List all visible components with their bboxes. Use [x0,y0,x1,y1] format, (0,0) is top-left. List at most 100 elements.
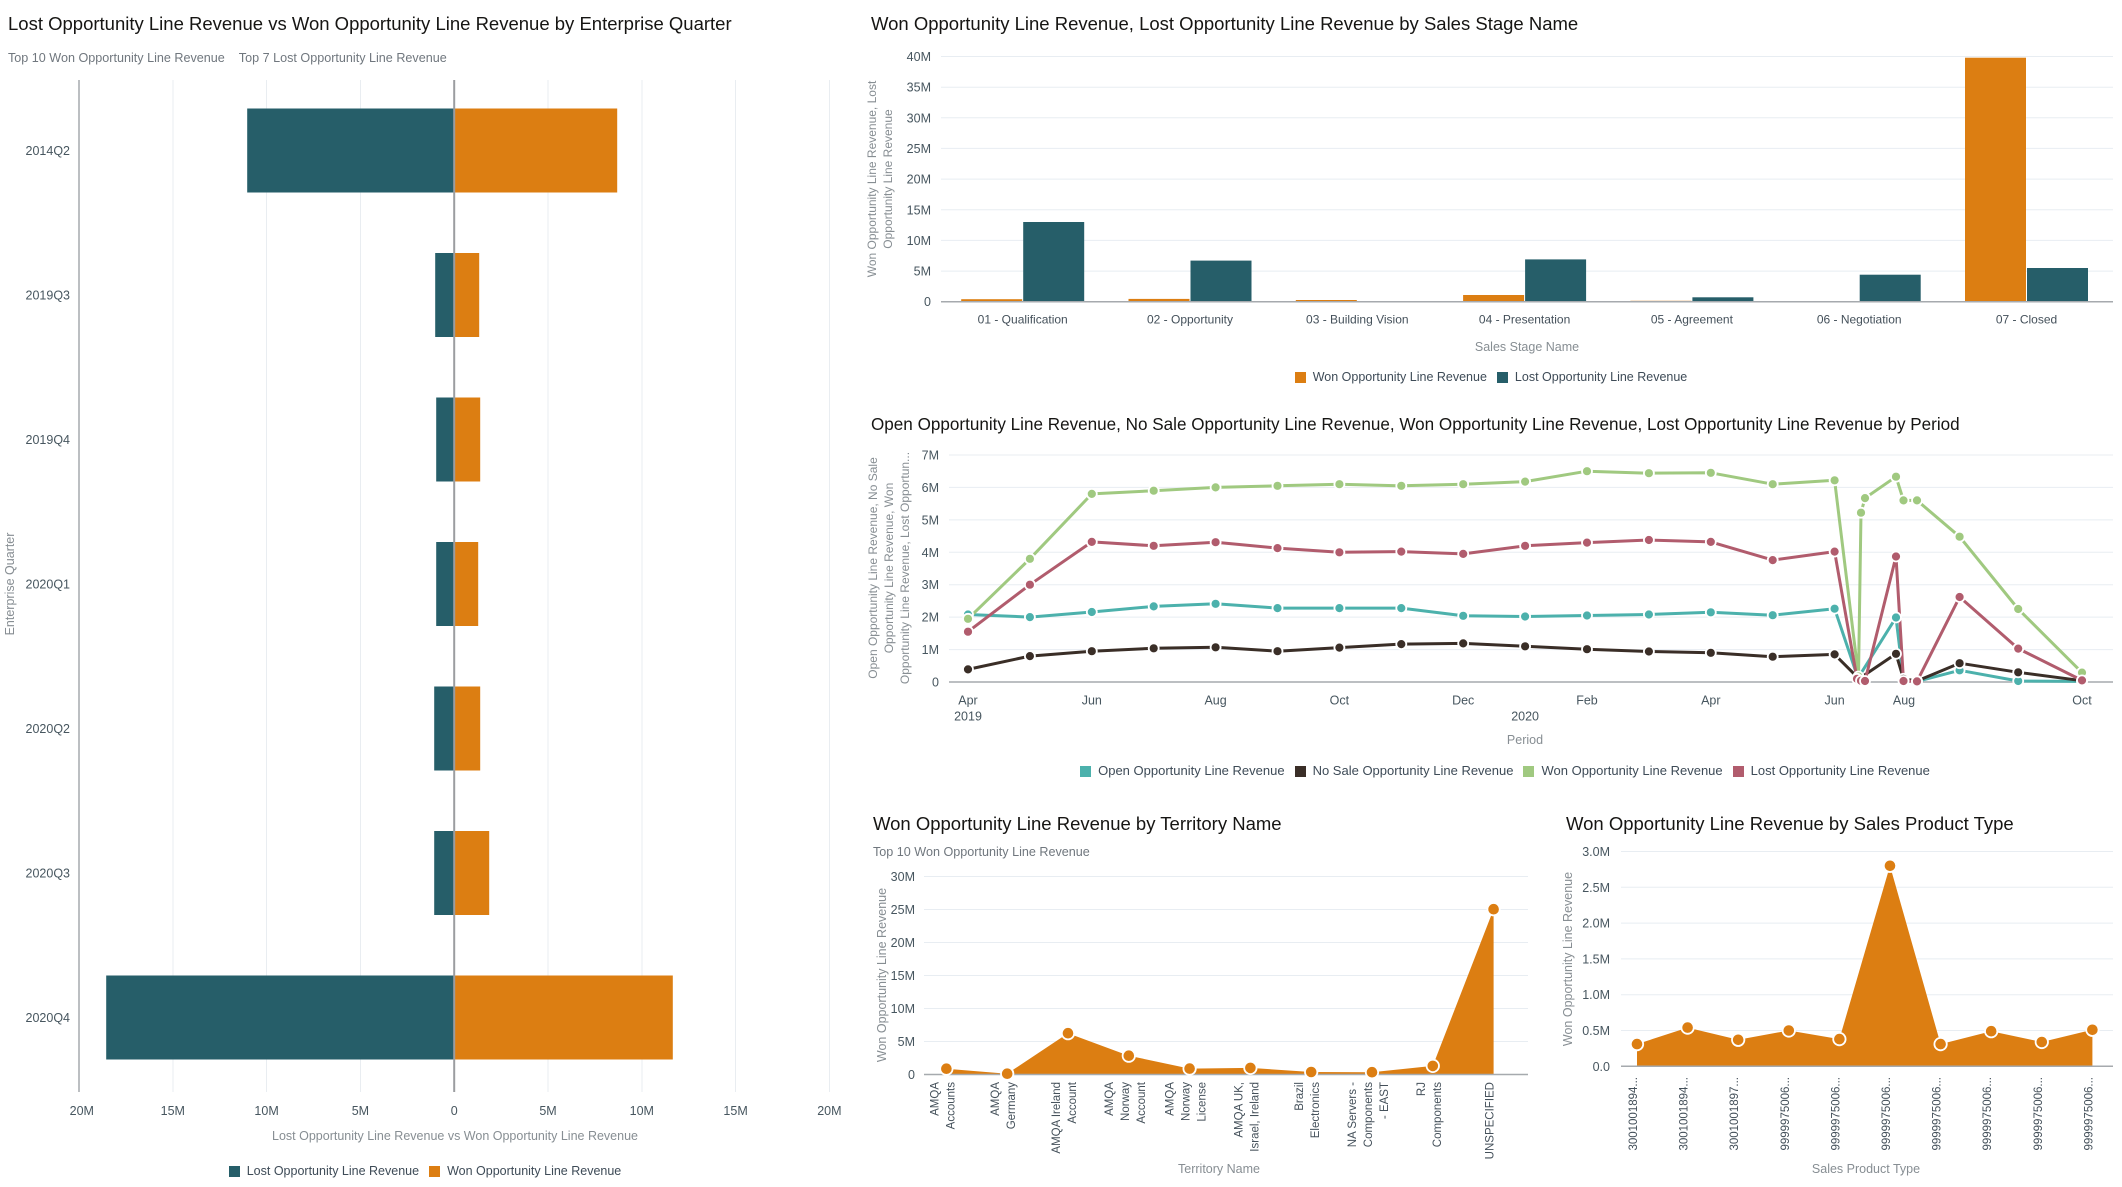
svg-text:35M: 35M [907,81,931,95]
svg-text:2020Q3: 2020Q3 [26,867,71,881]
svg-text:2.5M: 2.5M [1582,881,1610,895]
svg-text:3001001894...: 3001001894... [1628,1077,1640,1151]
svg-text:Won Opportunity Line Revenue b: Won Opportunity Line Revenue by Territor… [873,813,1282,834]
svg-text:1M: 1M [922,643,939,657]
svg-text:Oct: Oct [2072,694,2092,708]
svg-text:Enterprise Quarter: Enterprise Quarter [3,533,17,636]
svg-text:15M: 15M [723,1104,747,1118]
svg-text:Won Opportunity Line Revenue: Won Opportunity Line Revenue [1561,872,1575,1046]
svg-text:2020Q2: 2020Q2 [26,722,71,736]
svg-text:01 - Qualification: 01 - Qualification [978,313,1068,327]
svg-text:5M: 5M [922,513,939,527]
svg-text:3.0M: 3.0M [1582,845,1610,859]
svg-text:0: 0 [932,676,939,690]
svg-text:Apr: Apr [958,694,977,708]
svg-text:2.0M: 2.0M [1582,917,1610,931]
svg-text:Won Opportunity Line Revenue: Won Opportunity Line Revenue [875,888,889,1062]
svg-text:Territory Name: Territory Name [1178,1162,1260,1176]
svg-text:10M: 10M [907,234,931,248]
svg-text:Dec: Dec [1452,694,1474,708]
svg-text:Open Opportunity Line Revenue,: Open Opportunity Line Revenue, No Sale Op… [866,452,912,684]
svg-text:Won Opportunity Line Revenue,: Won Opportunity Line Revenue, Lost Opport… [865,80,895,277]
svg-text:NA Servers -Components- EAST: NA Servers - Components - EAST [1347,1082,1391,1147]
svg-text:Feb: Feb [1576,694,1598,708]
svg-text:5M: 5M [352,1104,369,1118]
svg-text:03 - Building Vision: 03 - Building Vision [1306,313,1409,327]
svg-text:2020: 2020 [1511,710,1539,724]
svg-text:AMQA UK,Israel, Ireland: AMQA UK, Israel, Ireland [1233,1082,1261,1152]
svg-text:Top 10 Won Opportunity Line Re: Top 10 Won Opportunity Line Revenue Top … [8,51,447,65]
svg-text:4M: 4M [922,546,939,560]
svg-text:Sales Stage Name: Sales Stage Name [1475,340,1579,354]
svg-text:Aug: Aug [1893,694,1915,708]
svg-text:Sales Product Type: Sales Product Type [1812,1162,1920,1176]
svg-text:20M: 20M [817,1104,841,1118]
svg-text:9999975006...: 9999975006... [2033,1077,2045,1151]
svg-text:2M: 2M [922,611,939,625]
svg-text:2019Q4: 2019Q4 [26,433,71,447]
svg-text:9999975006...: 9999975006... [1830,1077,1842,1151]
svg-text:Lost Opportunity Line Revenue: Lost Opportunity Line Revenue vs Won Opp… [272,1129,638,1143]
svg-text:9999975006...: 9999975006... [1932,1077,1944,1151]
svg-text:Top 10 Won Opportunity Line Re: Top 10 Won Opportunity Line Revenue [873,845,1090,859]
svg-text:0: 0 [908,1068,915,1082]
svg-text:7M: 7M [922,449,939,463]
svg-text:2020Q4: 2020Q4 [26,1011,71,1025]
svg-text:0: 0 [924,295,931,309]
svg-text:Won Opportunity Line Revenue b: Won Opportunity Line Revenue by Sales Pr… [1566,813,2014,834]
svg-text:0.5M: 0.5M [1582,1024,1610,1038]
svg-text:2014Q2: 2014Q2 [26,144,71,158]
svg-text:30M: 30M [907,111,931,125]
svg-text:Won Opportunity Line Revenue,: Won Opportunity Line Revenue, Lost Oppor… [871,13,1578,34]
svg-text:Oct: Oct [1330,694,1350,708]
svg-text:6M: 6M [922,481,939,495]
svg-text:02 - Opportunity: 02 - Opportunity [1147,313,1233,327]
svg-text:07 - Closed: 07 - Closed [1996,313,2057,327]
svg-text:2020Q1: 2020Q1 [26,578,71,592]
svg-text:5M: 5M [539,1104,556,1118]
svg-text:15M: 15M [161,1104,185,1118]
svg-text:10M: 10M [254,1104,278,1118]
svg-text:10M: 10M [630,1104,654,1118]
svg-text:Jun: Jun [1825,694,1845,708]
svg-text:0: 0 [451,1104,458,1118]
svg-text:06 - Negotiation: 06 - Negotiation [1817,313,1902,327]
svg-text:15M: 15M [891,969,915,983]
svg-text:1.0M: 1.0M [1582,988,1610,1002]
svg-text:25M: 25M [907,142,931,156]
svg-text:9999975006...: 9999975006... [1982,1077,1994,1151]
svg-text:9999975006...: 9999975006... [2083,1077,2095,1151]
svg-text:Jun: Jun [1082,694,1102,708]
svg-text:20M: 20M [907,173,931,187]
svg-text:20M: 20M [891,936,915,950]
svg-text:0.0: 0.0 [1593,1060,1610,1074]
svg-text:3001001897...: 3001001897... [1729,1077,1741,1151]
svg-text:Open Opportunity Line Revenue,: Open Opportunity Line Revenue, No Sale O… [871,415,1960,434]
svg-text:20M: 20M [70,1104,94,1118]
svg-text:05 - Agreement: 05 - Agreement [1651,313,1734,327]
svg-text:04 - Presentation: 04 - Presentation [1479,313,1570,327]
svg-text:5M: 5M [914,265,931,279]
svg-text:Aug: Aug [1204,694,1226,708]
svg-text:Lost Opportunity Line Revenue: Lost Opportunity Line Revenue vs Won Opp… [8,13,732,34]
svg-text:UNSPECIFIED: UNSPECIFIED [1485,1082,1497,1159]
svg-text:3001001894...: 3001001894... [1679,1077,1691,1151]
svg-text:Apr: Apr [1701,694,1720,708]
svg-text:2019: 2019 [954,710,982,724]
svg-text:Period: Period [1507,733,1543,747]
svg-text:25M: 25M [891,903,915,917]
svg-text:40M: 40M [907,50,931,64]
svg-text:5M: 5M [898,1035,915,1049]
svg-text:30M: 30M [891,870,915,884]
svg-text:9999975006...: 9999975006... [1780,1077,1792,1151]
svg-text:1.5M: 1.5M [1582,952,1610,966]
svg-text:3M: 3M [922,578,939,592]
svg-text:15M: 15M [907,203,931,217]
